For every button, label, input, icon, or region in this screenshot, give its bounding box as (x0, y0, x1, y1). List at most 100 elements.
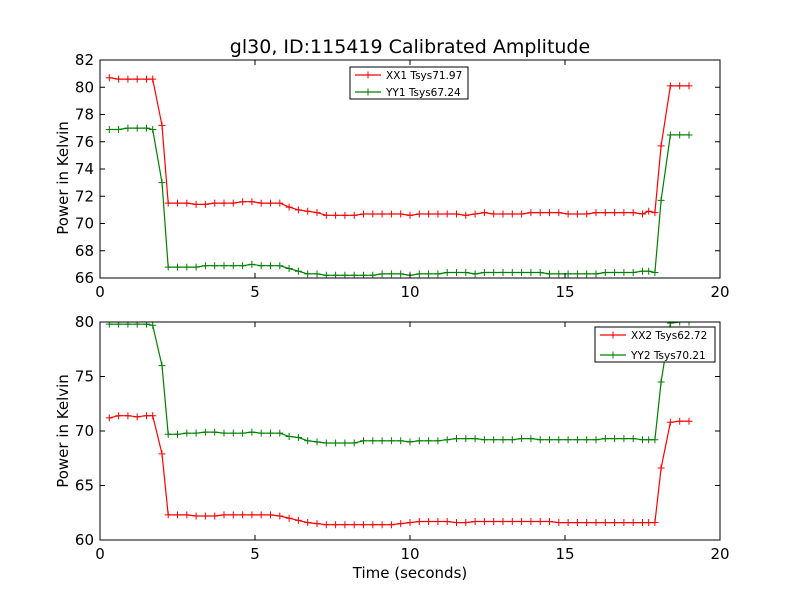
top-y-tick-label: 78 (75, 106, 94, 124)
bottom-series-0-point (555, 519, 563, 527)
bottom-series-1-point (220, 429, 228, 437)
bottom-series-0-point (220, 511, 228, 519)
bottom-series-0-point (651, 519, 659, 527)
top-series-1-point (480, 269, 488, 277)
top-series-0-point (651, 209, 659, 217)
bottom-series-0-point (164, 511, 172, 519)
top-series-1-point (105, 125, 113, 133)
bottom-series-0-point (639, 519, 646, 527)
top-series-0-point (573, 210, 581, 218)
top-series-1-point (546, 270, 553, 278)
top-series-0-point (105, 74, 113, 82)
bottom-legend-label-1: YY2 Tsys70.21 (630, 350, 706, 362)
top-series-0-point (164, 199, 172, 207)
top-series-1-point (276, 262, 284, 270)
bottom-series-0-point (183, 511, 191, 519)
bottom-series-1-point (313, 438, 321, 446)
bottom-series-1-point (322, 439, 330, 447)
top-series-1-point (229, 262, 237, 270)
top-x-tick-label: 5 (250, 283, 260, 301)
bottom-series-1-point (434, 437, 442, 445)
bottom-series-0-point (360, 521, 367, 529)
bottom-series-1-point (592, 436, 600, 444)
bottom-series-1-point (527, 435, 535, 443)
top-series-1-point (192, 263, 200, 271)
bottom-series-1-point (555, 436, 563, 444)
bottom-series-0-point (201, 512, 209, 520)
top-series-0 (105, 74, 693, 219)
top-series-0-point (592, 209, 600, 217)
bottom-series-0-point (211, 512, 219, 520)
bottom-series-0-point (434, 517, 442, 525)
top-series-0-point (397, 210, 405, 218)
top-series-0-point (350, 211, 358, 219)
top-series-0-point (657, 142, 665, 150)
top-series-1-point (453, 269, 460, 277)
top-series-1-point (518, 269, 526, 277)
top-series-1-point (471, 270, 479, 278)
bottom-series-0-point (257, 511, 265, 519)
top-series-0-point (415, 210, 423, 218)
bottom-series-1-point (415, 437, 423, 445)
top-series-0-point (685, 82, 693, 90)
bottom-series-1-point (174, 430, 181, 438)
top-series-1-point (536, 269, 544, 277)
top-series-1-point (592, 270, 600, 278)
top-series-1-point (201, 262, 209, 270)
top-series-1-point (645, 267, 653, 275)
top-y-tick-label: 72 (75, 187, 94, 205)
bottom-series-1-point (248, 428, 256, 436)
top-chart-title: gl30, ID:115419 Calibrated Amplitude (230, 36, 590, 58)
top-series-0-point (536, 209, 544, 217)
bottom-series-0 (105, 412, 693, 529)
bottom-series-1-point (341, 439, 349, 447)
top-series-0-point (276, 199, 284, 207)
top-series-1-point (583, 270, 591, 278)
top-series-1-point (248, 260, 256, 268)
top-series-0-point (220, 199, 228, 207)
bottom-series-1-point (601, 435, 609, 443)
bottom-series-0-point (657, 464, 665, 472)
bottom-series-0-point (676, 417, 684, 425)
top-series-0-point (183, 199, 191, 207)
bottom-legend: XX2 Tsys62.72 YY2 Tsys70.21 (594, 326, 716, 363)
bottom-legend-marker-0 (609, 331, 617, 339)
bottom-series-0-point (564, 519, 572, 527)
bottom-series-1-point (158, 362, 166, 370)
bottom-series-1-point (285, 432, 293, 440)
top-y-tick-label: 74 (75, 160, 94, 178)
top-series-0-point (546, 209, 553, 217)
bottom-series-0-point (143, 412, 150, 420)
top-series-1-point (313, 270, 321, 278)
top-series-0-point (158, 121, 166, 129)
bottom-chart-ylabel: Power in Kelvin (54, 374, 72, 488)
top-series-1-point (462, 269, 470, 277)
top-series-0-point (676, 82, 684, 90)
top-series-1-point (387, 270, 395, 278)
top-series-0-point (201, 200, 209, 208)
top-series-0-point (304, 207, 312, 215)
bottom-series-1-point (639, 436, 646, 444)
bottom-series-0-point (546, 517, 553, 525)
bottom-series-0-point (685, 417, 693, 425)
top-series-0-point (149, 75, 157, 83)
bottom-series-1-point (666, 322, 674, 327)
bottom-series-1-point (620, 435, 628, 443)
bottom-series-1-point (397, 437, 405, 445)
bottom-series-1-point (546, 436, 553, 444)
bottom-series-1-point (229, 429, 237, 437)
top-series-0-point (645, 207, 653, 215)
bottom-series-0-point (332, 521, 340, 529)
top-series-0-point (639, 210, 646, 218)
top-series-1-point (257, 262, 265, 270)
bottom-series-0-point (369, 521, 377, 529)
bottom-series-1-point (462, 435, 470, 443)
bottom-series-1-point (369, 437, 377, 445)
bottom-series-0-point (285, 514, 293, 522)
bottom-series-1-point (490, 436, 498, 444)
top-x-tick-label: 15 (555, 283, 574, 301)
bottom-series-1-point (499, 436, 507, 444)
top-series-1-point (508, 269, 516, 277)
bottom-series-1-point (645, 436, 653, 444)
